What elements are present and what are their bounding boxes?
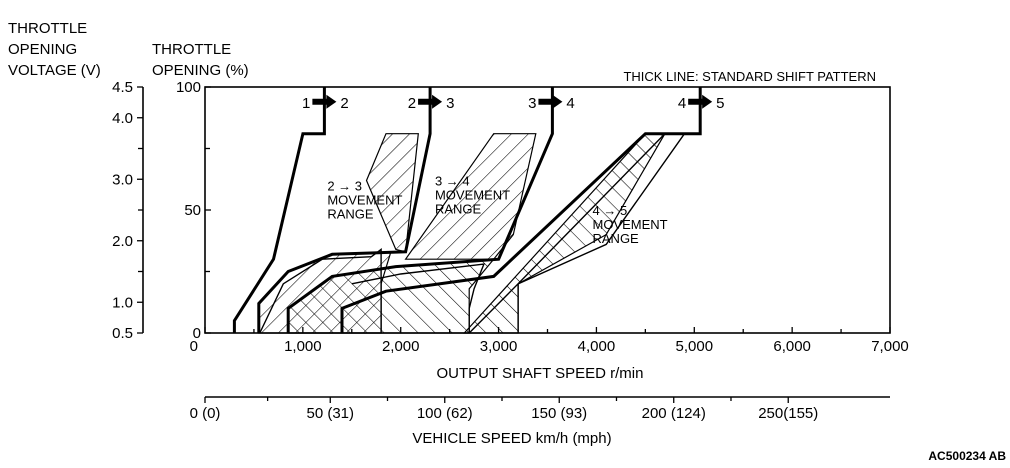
range-label-0-line-0: 2 → 3 (327, 178, 362, 193)
y-tick-label-0: 0 (193, 325, 201, 342)
opening-axis-title-line2: OPENING (%) (152, 62, 249, 79)
speed-tick-label-3: 150 (93) (531, 405, 587, 422)
speed-tick-label-2: 100 (62) (417, 405, 473, 422)
shift-from-1: 1 (302, 95, 310, 112)
shift-from-2: 2 (408, 95, 416, 112)
shift-from-4: 4 (678, 95, 686, 112)
voltage-tick-label-4.0: 4.0 (112, 110, 133, 127)
y-tick-label-100: 100 (176, 79, 201, 96)
x-tick-label-1000: 1,000 (284, 338, 322, 355)
shift-to-2: 2 (340, 95, 348, 112)
y-tick-label-50: 50 (184, 202, 201, 219)
range-label-0-line-1: MOVEMENT (327, 192, 402, 207)
voltage-tick-label-0.5: 0.5 (112, 325, 133, 342)
shift-arrow-1-2 (312, 94, 337, 109)
speed-tick-label-1: 50 (31) (306, 405, 354, 422)
series-line-s23 (257, 87, 432, 333)
thick-line-note: THICK LINE: STANDARD SHIFT PATTERN (623, 69, 876, 84)
figure-id: AC500234 AB (928, 449, 1006, 463)
movement-range-hatching (258, 133, 666, 334)
range-label-1-line-0: 3 → 4 (435, 173, 470, 188)
shift-to-5: 5 (716, 95, 724, 112)
hatch-region-zone23 (365, 133, 419, 253)
shift-arrow-3-4 (538, 94, 563, 109)
shift-arrow-2-3 (418, 94, 443, 109)
speed-tick-label-5: 250(155) (758, 405, 818, 422)
vehicle-speed-axis-title: VEHICLE SPEED km/h (mph) (412, 430, 611, 447)
series-line-s34 (286, 87, 554, 333)
voltage-axis-title-line1: THROTTLE (8, 20, 87, 37)
range-label-1-line-1: MOVEMENT (435, 187, 510, 202)
series-line-r34_down (351, 263, 485, 333)
x-axis-title: OUTPUT SHAFT SPEED r/min (437, 365, 644, 382)
x-tick-label-3000: 3,000 (480, 338, 518, 355)
axis-ticks: 0 1,000 2,000 3,000 4,000 5,000 6,000 7,000 0 50 1… (112, 79, 909, 422)
x-tick-label-6000: 6,000 (773, 338, 811, 355)
series-line-r45_down (468, 132, 686, 334)
hatch-region-zone34 (404, 133, 537, 260)
x-tick-label-4000: 4,000 (578, 338, 616, 355)
voltage-tick-label-2.0: 2.0 (112, 233, 133, 250)
voltage-tick-label-4.5: 4.5 (112, 79, 133, 96)
series-line-s45 (340, 87, 702, 333)
shift-lines (232, 87, 702, 334)
shift-from-3: 3 (528, 95, 536, 112)
voltage-axis-title-line3: VOLTAGE (V) (8, 62, 101, 79)
shift-arrow-4-5 (688, 94, 713, 109)
range-label-2-line-2: RANGE (593, 231, 640, 246)
speed-tick-label-4: 200 (124) (642, 405, 706, 422)
x-tick-label-5000: 5,000 (676, 338, 714, 355)
speed-tick-label-0: 0 (0) (190, 405, 221, 422)
series-line-s12 (232, 87, 326, 333)
x-tick-label-0: 0 (190, 338, 198, 355)
x-tick-label-2000: 2,000 (382, 338, 420, 355)
voltage-tick-label-1.0: 1.0 (112, 294, 133, 311)
voltage-tick-label-3.0: 3.0 (112, 171, 133, 188)
range-label-1-line-2: RANGE (435, 201, 482, 216)
voltage-axis-title-line2: OPENING (8, 41, 77, 58)
range-label-0-line-2: RANGE (327, 206, 374, 221)
range-label-2-line-0: 4 → 5 (593, 203, 628, 218)
series-line-r23_down (259, 247, 382, 334)
x-tick-label-7000: 7,000 (871, 338, 909, 355)
shift-to-3: 3 (446, 95, 454, 112)
shift-to-4: 4 (566, 95, 574, 112)
range-label-2-line-1: MOVEMENT (593, 217, 668, 232)
opening-axis-title-line1: THROTTLE (152, 41, 231, 58)
